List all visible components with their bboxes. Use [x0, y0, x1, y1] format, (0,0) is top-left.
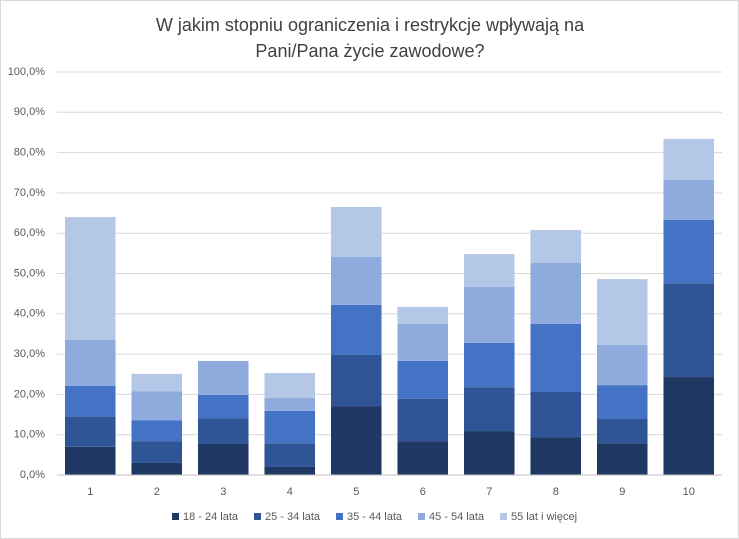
bar-segment: [64, 416, 116, 447]
bar-segment: [131, 441, 183, 463]
bar-segment: [264, 373, 316, 399]
bar-segment: [596, 344, 648, 386]
bar-segment: [131, 391, 183, 421]
bar-segment: [530, 437, 582, 475]
y-tick-label: 80,0%: [14, 147, 45, 159]
bar-segment: [663, 138, 715, 181]
legend-swatch: [500, 513, 507, 520]
bar-segment: [330, 406, 382, 475]
bar-segment: [663, 219, 715, 284]
x-tick-label: 3: [220, 486, 226, 498]
y-tick-label: 30,0%: [14, 348, 45, 360]
x-tick-label: 9: [619, 486, 625, 498]
bar-segment: [530, 323, 582, 392]
x-tick-label: 7: [486, 486, 492, 498]
legend-swatch: [418, 513, 425, 520]
bar-segment: [530, 391, 582, 438]
bar-segment: [463, 387, 515, 432]
bar-segment: [663, 283, 715, 378]
x-tick-label: 8: [553, 486, 559, 498]
bar-segment: [663, 377, 715, 475]
y-tick-label: 10,0%: [14, 429, 45, 441]
bar-segment: [330, 304, 382, 355]
bar-segment: [264, 410, 316, 444]
bar-segment: [397, 323, 449, 361]
legend-label: 55 lat i więcej: [511, 511, 577, 523]
bar-segment: [197, 394, 249, 419]
bar-segment: [530, 263, 582, 324]
bar-segment: [663, 180, 715, 220]
y-tick-label: 90,0%: [14, 106, 45, 118]
x-tick-label: 10: [683, 486, 695, 498]
bar-segment: [596, 443, 648, 475]
chart-title: W jakim stopniu ograniczenia i restrykcj…: [155, 15, 585, 61]
bar-segment: [131, 462, 183, 475]
y-tick-label: 40,0%: [14, 308, 45, 320]
bar-segment: [64, 385, 116, 417]
bar-segment: [197, 418, 249, 444]
legend-label: 18 - 24 lata: [183, 511, 239, 523]
y-tick-label: 100,0%: [8, 66, 46, 78]
bar-segment: [64, 339, 116, 386]
bar-segment: [463, 431, 515, 475]
legend-label: 45 - 54 lata: [429, 511, 485, 523]
bar-segment: [131, 420, 183, 442]
bar-segment: [596, 279, 648, 345]
bar-segment: [397, 441, 449, 475]
legend-swatch: [336, 513, 343, 520]
bar-segment: [264, 443, 316, 467]
x-tick-label: 2: [154, 486, 160, 498]
legend-label: 25 - 34 lata: [265, 511, 321, 523]
bar-segment: [530, 229, 582, 264]
bar-segment: [397, 398, 449, 442]
bar-segment: [330, 256, 382, 305]
bar-segment: [64, 446, 116, 475]
bar-segment: [197, 360, 249, 395]
bar-segment: [330, 354, 382, 407]
bar-segment: [463, 342, 515, 388]
bar-segment: [397, 360, 449, 399]
bar-segment: [330, 207, 382, 257]
y-tick-label: 20,0%: [14, 388, 45, 400]
legend-swatch: [172, 513, 179, 520]
bar-segment: [197, 443, 249, 475]
y-tick-label: 70,0%: [14, 187, 45, 199]
bar-segment: [64, 217, 116, 340]
x-tick-label: 1: [87, 486, 93, 498]
x-tick-label: 6: [420, 486, 426, 498]
x-tick-label: 5: [353, 486, 359, 498]
bar-segment: [463, 286, 515, 343]
y-tick-label: 50,0%: [14, 267, 45, 279]
legend-swatch: [254, 513, 261, 520]
y-tick-label: 60,0%: [14, 227, 45, 239]
bar-segment: [264, 398, 316, 411]
x-tick-label: 4: [287, 486, 293, 498]
y-tick-label: 0,0%: [20, 469, 45, 481]
bar-segment: [596, 418, 648, 444]
bar-segment: [463, 254, 515, 287]
bar-segment: [397, 306, 449, 324]
bar-segment: [131, 373, 183, 392]
legend-label: 35 - 44 lata: [347, 511, 403, 523]
bar-segment: [596, 385, 648, 419]
bar-segment: [264, 466, 316, 475]
